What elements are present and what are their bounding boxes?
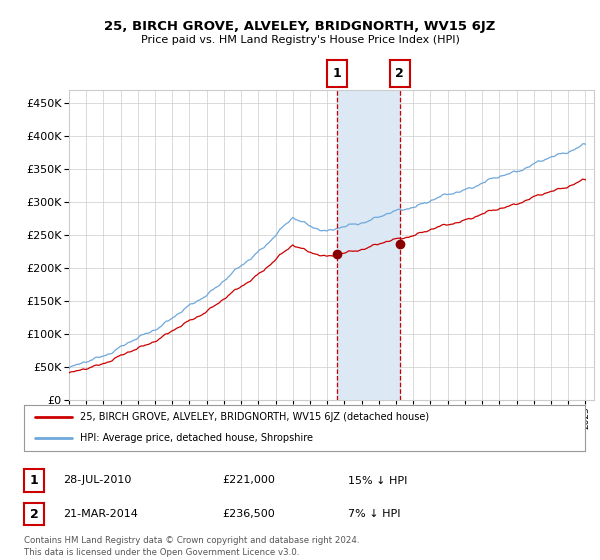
Text: Price paid vs. HM Land Registry's House Price Index (HPI): Price paid vs. HM Land Registry's House … (140, 35, 460, 45)
Text: 1: 1 (29, 474, 38, 487)
Text: £236,500: £236,500 (222, 509, 275, 519)
Text: £221,000: £221,000 (222, 475, 275, 486)
Text: Contains HM Land Registry data © Crown copyright and database right 2024.
This d: Contains HM Land Registry data © Crown c… (24, 536, 359, 557)
Text: 15% ↓ HPI: 15% ↓ HPI (348, 475, 407, 486)
Text: 21-MAR-2014: 21-MAR-2014 (63, 509, 138, 519)
Text: 7% ↓ HPI: 7% ↓ HPI (348, 509, 401, 519)
Text: HPI: Average price, detached house, Shropshire: HPI: Average price, detached house, Shro… (80, 433, 313, 444)
Text: 2: 2 (29, 507, 38, 521)
Bar (337, 90, 400, 400)
Text: 2: 2 (395, 67, 404, 80)
Text: 1: 1 (332, 67, 341, 80)
Text: 25, BIRCH GROVE, ALVELEY, BRIDGNORTH, WV15 6JZ: 25, BIRCH GROVE, ALVELEY, BRIDGNORTH, WV… (104, 20, 496, 32)
Text: 25, BIRCH GROVE, ALVELEY, BRIDGNORTH, WV15 6JZ (detached house): 25, BIRCH GROVE, ALVELEY, BRIDGNORTH, WV… (80, 412, 429, 422)
Text: 28-JUL-2010: 28-JUL-2010 (63, 475, 131, 486)
